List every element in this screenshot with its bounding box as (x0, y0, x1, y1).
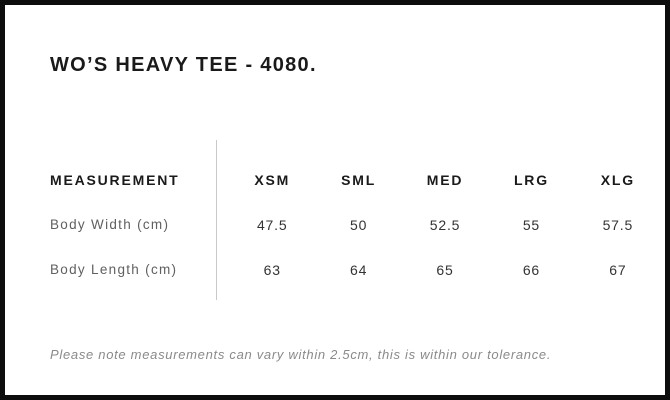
body-length-xlg-value: 67 (609, 261, 627, 278)
size-table: MEASUREMENT XSM SML MED LRG XLG Body Wid… (50, 140, 661, 300)
column-header-xlg: XLG (600, 171, 635, 188)
product-title: WO’S HEAVY TEE - 4080. (50, 54, 317, 76)
table-row-body-width: Body Width (cm) 47.5 50 52.5 55 57.5 (50, 202, 661, 247)
body-length-lrg-value: 66 (522, 261, 541, 278)
column-header-xsm: XSM (254, 171, 291, 188)
table-row-body-length: Body Length (cm) 63 64 65 66 67 (50, 247, 661, 292)
tolerance-note: Please note measurements can vary within… (50, 347, 552, 362)
body-width-xsm-value: 47.5 (256, 216, 288, 233)
column-header-med: MED (426, 171, 464, 188)
body-width-xlg-value: 57.5 (602, 216, 634, 233)
body-width-lrg-value: 55 (522, 216, 541, 233)
column-header-sml: SML (341, 171, 377, 188)
body-length-sml-value: 64 (350, 261, 368, 278)
body-length-xsm-value: 63 (263, 261, 281, 278)
row-label-body-length: Body Length (cm) (50, 262, 178, 277)
body-length-med-value: 65 (436, 261, 454, 278)
table-header-row: MEASUREMENT XSM SML MED LRG XLG (50, 157, 661, 202)
body-width-med-value: 52.5 (429, 216, 461, 233)
column-divider (216, 140, 217, 300)
column-header-lrg: LRG (513, 171, 549, 188)
column-header-measurement: MEASUREMENT (50, 171, 180, 188)
body-width-sml-value: 50 (350, 216, 368, 233)
row-label-body-width: Body Width (cm) (50, 217, 170, 232)
